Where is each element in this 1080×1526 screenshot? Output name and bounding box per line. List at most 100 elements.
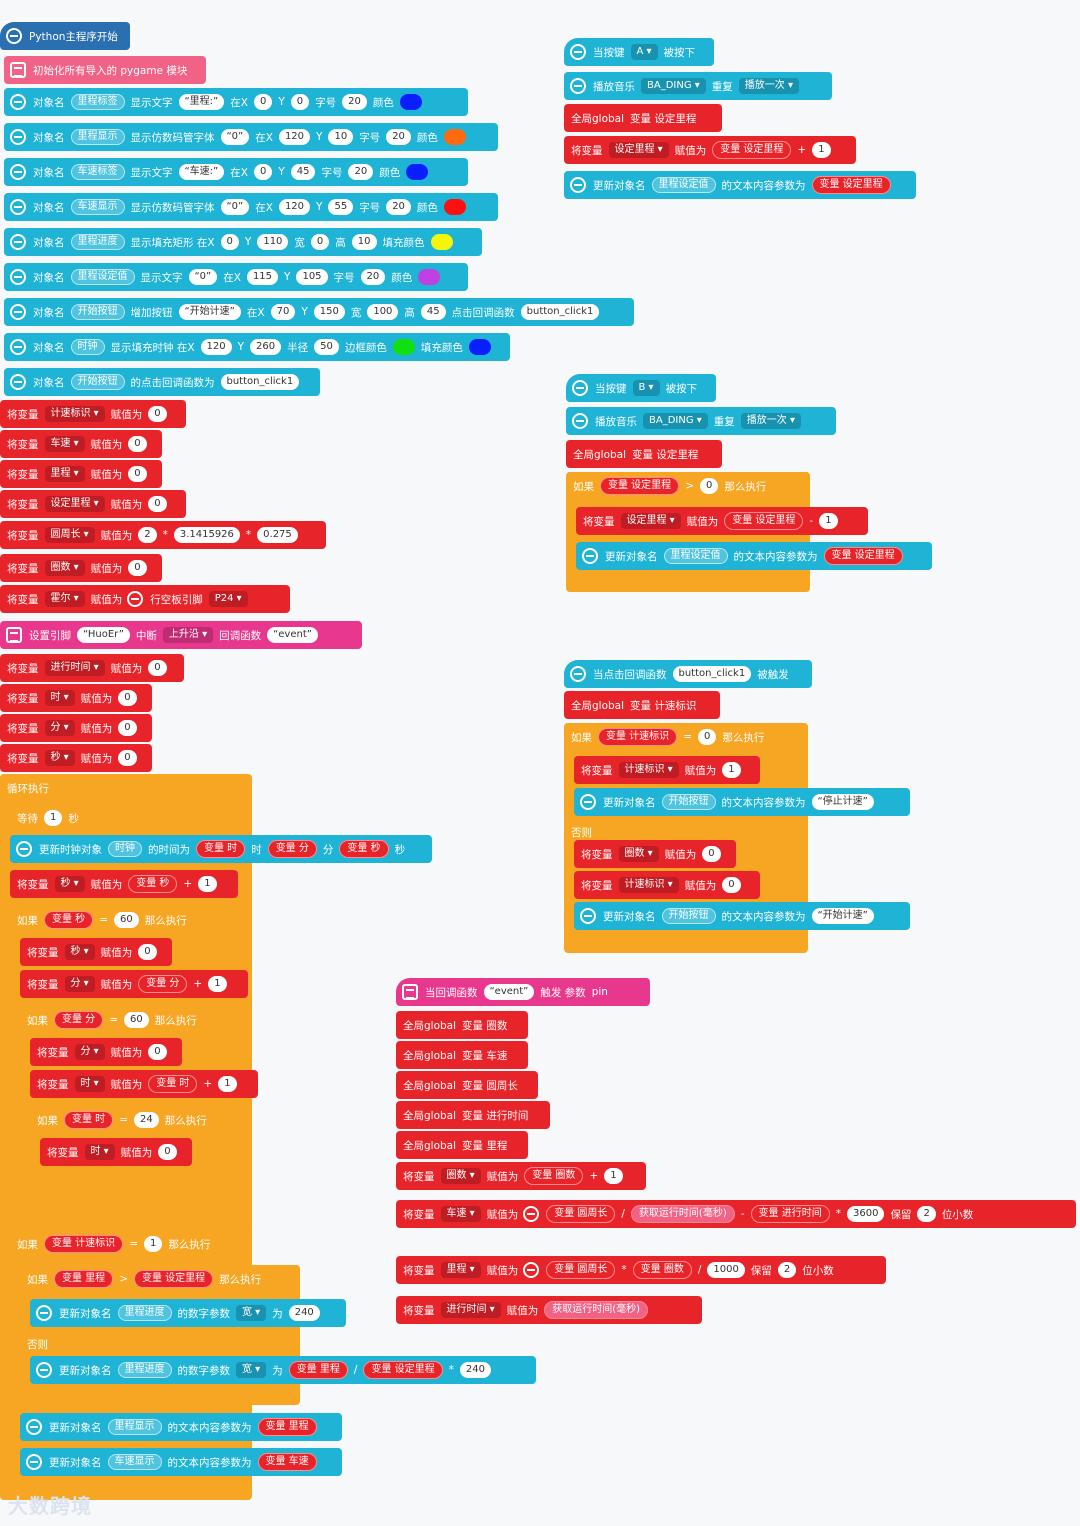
number-input[interactable]: 0 — [148, 496, 167, 512]
variable-dropdown[interactable]: 进行时间 — [44, 660, 105, 676]
variable-dropdown[interactable]: 车速 — [440, 1206, 481, 1222]
code-block[interactable]: 设置引脚 “HuoEr” 中断上升沿回调函数 “event” — [0, 621, 362, 649]
code-block[interactable]: 初始化所有导入的 pygame 模块 — [4, 56, 206, 84]
number-input[interactable]: 0 — [118, 690, 137, 706]
code-block[interactable]: 更新对象名 里程设定值 的文本内容参数为 变量 设定里程 — [564, 171, 916, 199]
variable-reporter[interactable]: 变量 分 — [54, 1011, 104, 1029]
variable-reporter[interactable]: 变量 分 — [267, 840, 317, 858]
code-block[interactable]: 更新对象名 开始按钮 的文本内容参数为 “开始计速” — [574, 902, 910, 930]
code-block[interactable]: 将变量车速赋值为 0 — [0, 430, 162, 458]
number-input[interactable]: 20 — [360, 269, 386, 285]
text-input[interactable]: “event” — [267, 627, 318, 643]
text-input[interactable]: “开始计速” — [178, 304, 241, 320]
number-input[interactable]: 20 — [386, 199, 411, 215]
number-input[interactable]: 60 — [124, 1012, 149, 1028]
variable-reporter[interactable]: 变量 计速标识 — [598, 728, 678, 746]
variable-dropdown[interactable]: 时 — [44, 690, 75, 706]
code-block[interactable]: 当回调函数 “event” 触发 参数 pin — [396, 978, 650, 1006]
variable-dropdown[interactable]: 圈数 — [44, 560, 85, 576]
number-input[interactable]: 0 — [148, 406, 167, 422]
number-input[interactable]: 1 — [218, 1076, 237, 1092]
number-input[interactable]: 20 — [386, 129, 411, 145]
number-input[interactable]: 1 — [819, 513, 838, 529]
code-block[interactable]: 将变量圈数赋值为 0 — [0, 554, 162, 582]
code-block[interactable]: 如果 变量 分 = 60 那么执行 — [20, 1006, 230, 1034]
color-picker[interactable] — [418, 269, 441, 285]
variable-dropdown[interactable]: 播放一次 — [738, 78, 799, 94]
number-input[interactable]: 2 — [138, 527, 157, 543]
variable-reporter[interactable]: 变量 圆周长 — [546, 1261, 616, 1279]
object-name-field[interactable]: 车速显示 — [70, 199, 125, 215]
variable-reporter[interactable]: 变量 车速 — [257, 1453, 317, 1471]
number-input[interactable]: 0 — [722, 877, 741, 893]
code-block[interactable]: 更新对象名 里程显示 的文本内容参数为 变量 里程 — [20, 1413, 342, 1441]
text-input[interactable]: button_click1 — [672, 666, 752, 682]
object-name-field[interactable]: 里程进度 — [117, 1362, 172, 1378]
variable-reporter[interactable]: 变量 设定里程 — [724, 512, 804, 530]
number-input[interactable]: 0 — [118, 750, 137, 766]
color-picker[interactable] — [406, 164, 429, 180]
number-input[interactable]: 240 — [288, 1305, 320, 1321]
variable-reporter[interactable]: 变量 秒 — [128, 875, 178, 893]
number-input[interactable]: 0 — [158, 1144, 177, 1160]
text-input[interactable]: “里程:” — [178, 94, 225, 110]
variable-dropdown[interactable]: B — [632, 380, 660, 396]
code-block[interactable]: 对象名 里程显示 显示仿数码管字体 “0” 在X 120 Y 10 字号 20 颜色 — [4, 123, 498, 151]
code-block[interactable]: 等待 1 秒 — [10, 804, 88, 832]
text-input[interactable]: button_click1 — [520, 304, 600, 320]
text-input[interactable]: “开始计速” — [811, 908, 874, 924]
number-input[interactable]: 110 — [257, 234, 289, 250]
number-input[interactable]: 1 — [208, 976, 227, 992]
variable-dropdown[interactable]: 秒 — [44, 750, 75, 766]
code-block[interactable]: 对象名 里程进度 显示填充矩形 在X 0 Y 110 宽 0 高 10 填充颜色 — [4, 228, 482, 256]
variable-reporter[interactable]: 变量 时 — [64, 1111, 114, 1129]
code-block[interactable]: 全局global 变量 进行时间 — [396, 1101, 550, 1129]
color-picker[interactable] — [399, 94, 422, 110]
variable-dropdown[interactable]: 设定里程 — [44, 496, 105, 512]
code-block[interactable]: 更新对象名 车速显示 的文本内容参数为 变量 车速 — [20, 1448, 342, 1476]
variable-dropdown[interactable]: BA_DING — [641, 78, 706, 94]
variable-reporter[interactable]: 变量 设定里程 — [363, 1361, 443, 1379]
code-block[interactable]: 更新时钟对象 时钟 的时间为 变量 时时变量 分分变量 秒秒 — [10, 835, 432, 863]
number-input[interactable]: 0 — [310, 234, 330, 250]
number-input[interactable]: 2 — [777, 1262, 797, 1278]
text-input[interactable]: “停止计速” — [811, 794, 874, 810]
variable-dropdown[interactable]: 圈数 — [618, 846, 659, 862]
code-block[interactable]: 全局global 变量 圆周长 — [396, 1071, 538, 1099]
number-input[interactable]: 0.275 — [257, 527, 298, 543]
text-input[interactable]: “0” — [220, 129, 250, 145]
color-picker[interactable] — [443, 129, 466, 145]
number-input[interactable]: 0 — [128, 560, 147, 576]
number-input[interactable]: 0 — [253, 94, 273, 110]
code-block[interactable]: 更新对象名 开始按钮 的文本内容参数为 “停止计速” — [574, 788, 910, 816]
code-block[interactable]: 全局global 变量 里程 — [396, 1131, 528, 1159]
code-block[interactable]: 更新对象名 里程设定值 的文本内容参数为 变量 设定里程 — [576, 542, 932, 570]
number-input[interactable]: 0 — [128, 466, 147, 482]
code-block[interactable]: 将变量时赋值为变量 时 +1 — [30, 1070, 258, 1098]
number-input[interactable]: 50 — [314, 339, 339, 355]
number-input[interactable]: 0 — [148, 660, 167, 676]
object-name-field[interactable]: 时钟 — [70, 339, 105, 355]
color-picker[interactable] — [392, 339, 415, 355]
number-input[interactable]: 0 — [702, 846, 721, 862]
number-input[interactable]: 0 — [698, 729, 717, 745]
variable-reporter[interactable]: 变量 计速标识 — [44, 1235, 124, 1253]
object-name-field[interactable]: 里程显示 — [107, 1419, 162, 1435]
code-block[interactable]: Python主程序开始 — [0, 22, 130, 50]
code-block[interactable]: 否则 — [20, 1330, 60, 1358]
code-block[interactable]: 将变量秒赋值为变量 秒 +1 — [10, 870, 238, 898]
object-name-field[interactable]: 里程进度 — [70, 234, 125, 250]
code-block[interactable]: 更新对象名里程进度的数字参数宽为变量 里程 / 变量 设定里程 * 240 — [30, 1356, 536, 1384]
code-block[interactable]: 将变量圈数赋值为变量 圈数 +1 — [396, 1162, 646, 1190]
code-block[interactable]: 将变量分赋值为变量 分 +1 — [20, 970, 248, 998]
variable-reporter[interactable]: 变量 时 — [196, 840, 246, 858]
code-block[interactable]: 如果 变量 时 = 24 那么执行 — [30, 1106, 240, 1134]
code-block[interactable]: 对象名 车速标签 显示文字 “车速:” 在X 0 Y 45 字号 20 颜色 — [4, 158, 468, 186]
runtime-reporter[interactable]: 获取运行时间(毫秒) — [630, 1205, 735, 1223]
code-block[interactable]: 对象名 里程设定值 显示文字 “0” 在X 115 Y 105 字号 20 颜色 — [4, 263, 468, 291]
object-name-field[interactable]: 里程设定值 — [651, 177, 716, 193]
code-block[interactable]: 将变量设定里程赋值为变量 设定里程-1 — [576, 507, 868, 535]
variable-dropdown[interactable]: 车速 — [44, 436, 85, 452]
variable-dropdown[interactable]: P24 — [208, 591, 248, 607]
